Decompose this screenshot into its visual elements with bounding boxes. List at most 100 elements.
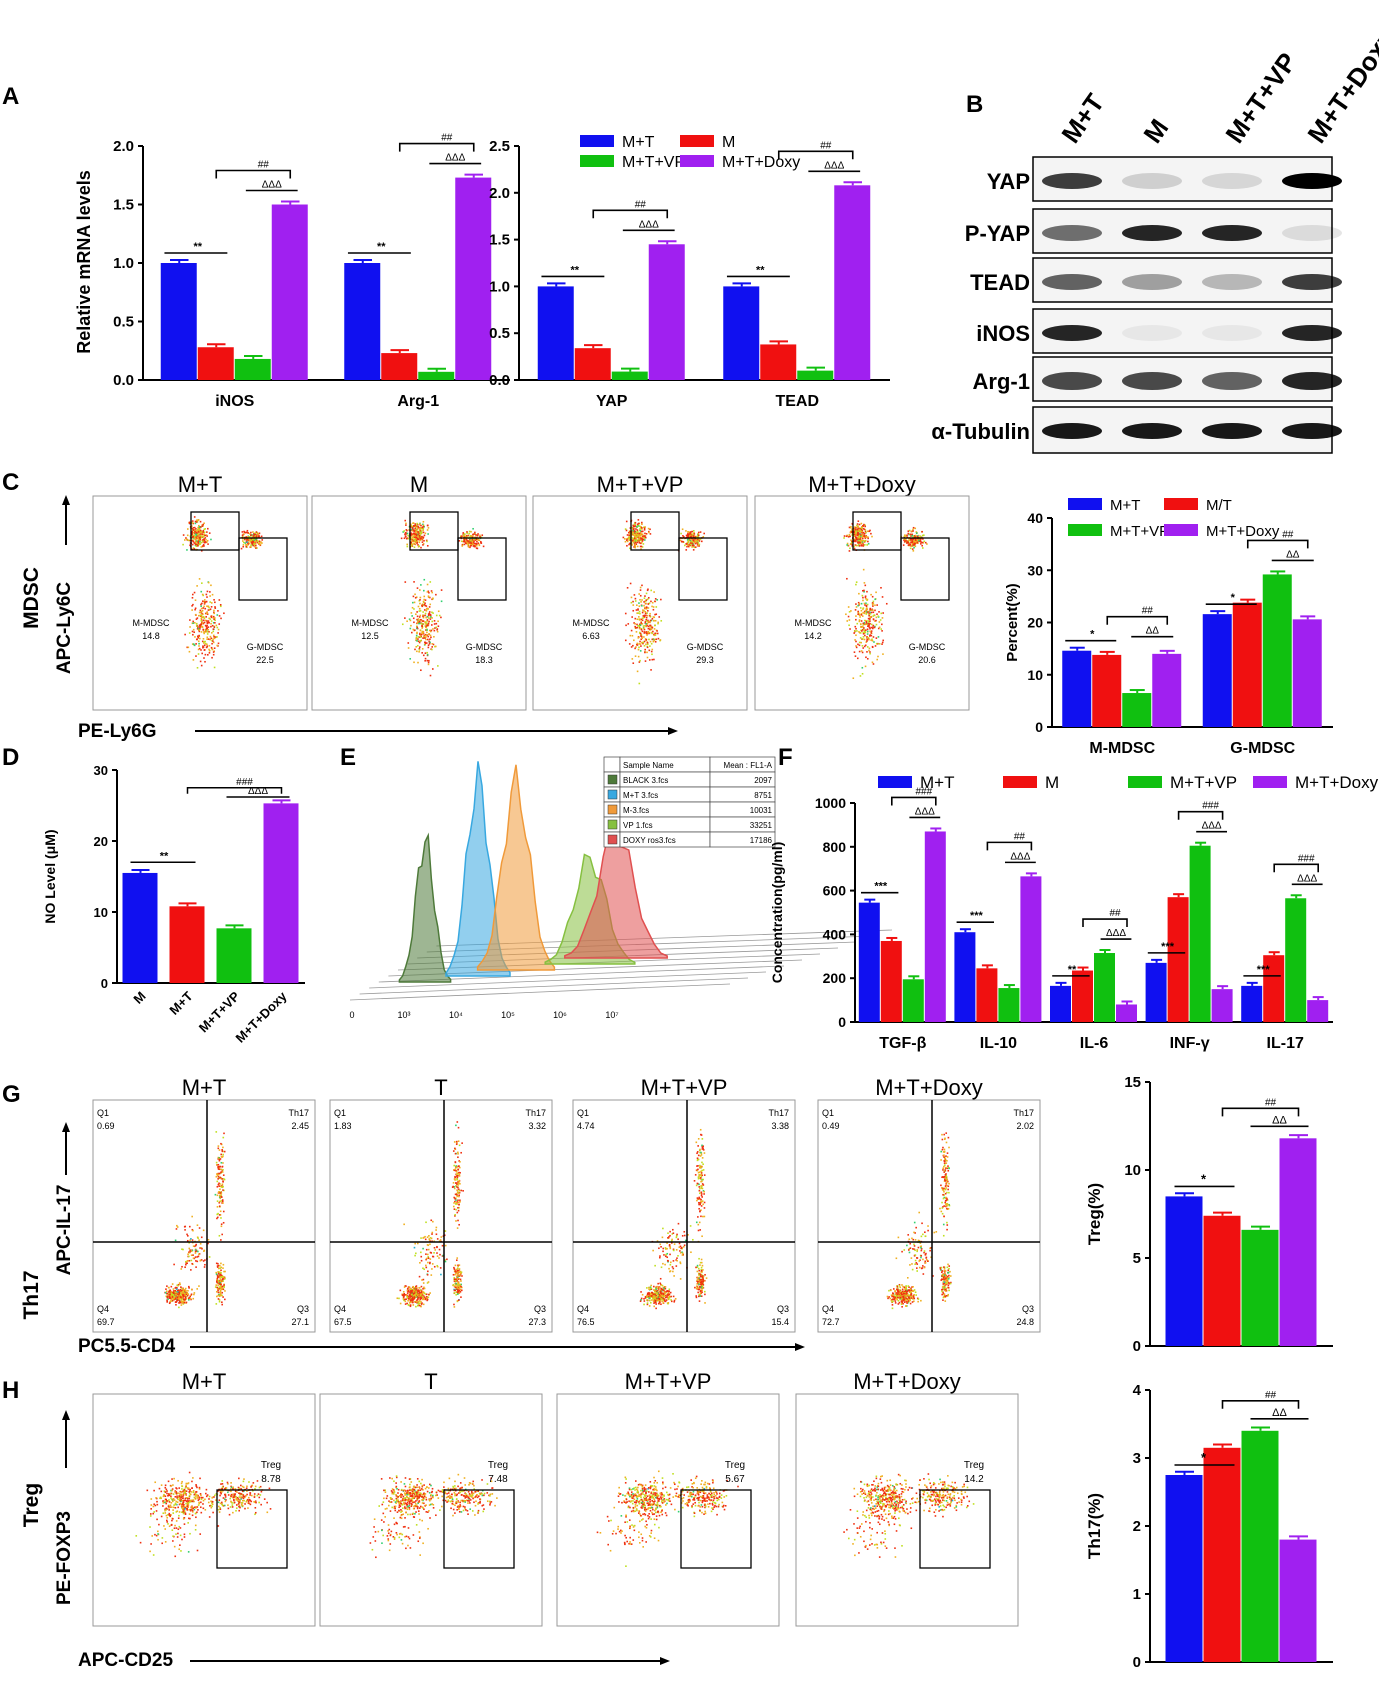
event-dot	[411, 540, 413, 542]
event-dot	[911, 544, 914, 547]
event-dot	[629, 582, 632, 585]
event-dot	[185, 1297, 188, 1300]
event-dot	[882, 612, 884, 614]
event-dot	[202, 616, 205, 618]
event-dot	[455, 1220, 457, 1222]
event-dot	[206, 645, 209, 647]
event-dot	[221, 1294, 223, 1297]
event-dot	[452, 1205, 455, 1208]
event-dot	[692, 543, 694, 545]
event-dot	[423, 525, 425, 528]
event-dot	[415, 634, 418, 637]
event-dot	[859, 631, 861, 634]
event-dot	[403, 1223, 405, 1226]
event-dot	[870, 532, 872, 535]
event-dot	[423, 635, 425, 638]
event-dot	[168, 1293, 171, 1296]
event-dot	[425, 629, 427, 631]
event-dot	[419, 636, 422, 639]
event-dot	[191, 1228, 194, 1231]
y-tick-label: 1000	[815, 795, 846, 811]
event-dot	[431, 591, 433, 594]
event-dot	[474, 533, 476, 535]
event-dot	[427, 1296, 430, 1299]
event-dot	[179, 1297, 181, 1300]
event-dot	[418, 1289, 421, 1292]
event-dot	[435, 622, 438, 625]
x-tick-label: INF-γ	[1170, 1035, 1210, 1052]
event-dot	[691, 546, 693, 548]
event-dot	[456, 1277, 459, 1280]
event-dot	[421, 627, 424, 629]
event-dot	[219, 1267, 222, 1269]
event-dot	[704, 1273, 706, 1276]
event-dot	[191, 536, 194, 539]
event-dot	[862, 607, 865, 609]
event-dot	[475, 543, 478, 545]
event-dot	[223, 612, 225, 615]
event-dot	[191, 1262, 193, 1265]
event-dot	[456, 1283, 459, 1285]
event-dot	[456, 1203, 458, 1205]
event-dot	[216, 1173, 218, 1175]
event-dot	[222, 1263, 225, 1266]
event-dot	[640, 542, 642, 545]
event-dot	[859, 675, 862, 677]
event-dot	[865, 623, 868, 625]
event-dot	[431, 668, 434, 670]
event-dot	[424, 614, 426, 617]
event-dot	[402, 1296, 405, 1299]
event-dot	[921, 547, 924, 549]
event-dot	[193, 591, 196, 594]
event-dot	[453, 1288, 455, 1291]
event-dot	[465, 542, 467, 545]
event-dot	[634, 532, 636, 534]
event-dot	[643, 604, 645, 607]
event-dot	[644, 622, 647, 624]
event-dot	[652, 1292, 655, 1295]
event-dot	[192, 547, 195, 549]
event-dot	[433, 1251, 435, 1254]
event-dot	[221, 1200, 224, 1203]
event-dot	[903, 539, 905, 542]
event-dot	[204, 1259, 206, 1261]
event-dot	[653, 1289, 655, 1291]
event-dot	[416, 631, 418, 634]
legend-swatch	[1164, 524, 1198, 536]
event-dot	[424, 657, 427, 660]
flow-plot-title: M+T	[178, 472, 223, 497]
event-dot	[416, 650, 418, 653]
event-dot	[628, 539, 631, 541]
event-dot	[221, 1183, 224, 1186]
event-dot	[646, 634, 648, 636]
event-dot	[647, 630, 650, 633]
event-dot	[459, 1199, 461, 1202]
event-dot	[638, 661, 641, 663]
event-dot	[672, 1295, 675, 1298]
event-dot	[209, 601, 211, 603]
event-dot	[422, 637, 424, 639]
event-dot	[652, 608, 655, 611]
event-dot	[472, 545, 475, 547]
event-dot	[855, 533, 858, 535]
event-dot	[420, 1300, 422, 1303]
event-dot	[414, 533, 417, 536]
event-dot	[428, 617, 430, 619]
event-dot	[418, 528, 421, 531]
event-dot	[860, 614, 863, 616]
event-dot	[192, 603, 194, 606]
event-dot	[404, 1303, 407, 1305]
event-dot	[657, 1302, 660, 1305]
event-dot	[188, 1251, 191, 1254]
event-dot	[651, 638, 654, 641]
event-dot	[636, 670, 639, 673]
event-dot	[421, 624, 424, 626]
event-dot	[211, 656, 213, 659]
event-dot	[426, 540, 428, 543]
event-dot	[687, 531, 689, 533]
significance-mark: *	[1231, 592, 1236, 604]
event-dot	[258, 543, 261, 545]
significance-mark: ###	[1202, 801, 1219, 812]
event-dot	[222, 1153, 224, 1156]
event-dot	[200, 536, 203, 539]
